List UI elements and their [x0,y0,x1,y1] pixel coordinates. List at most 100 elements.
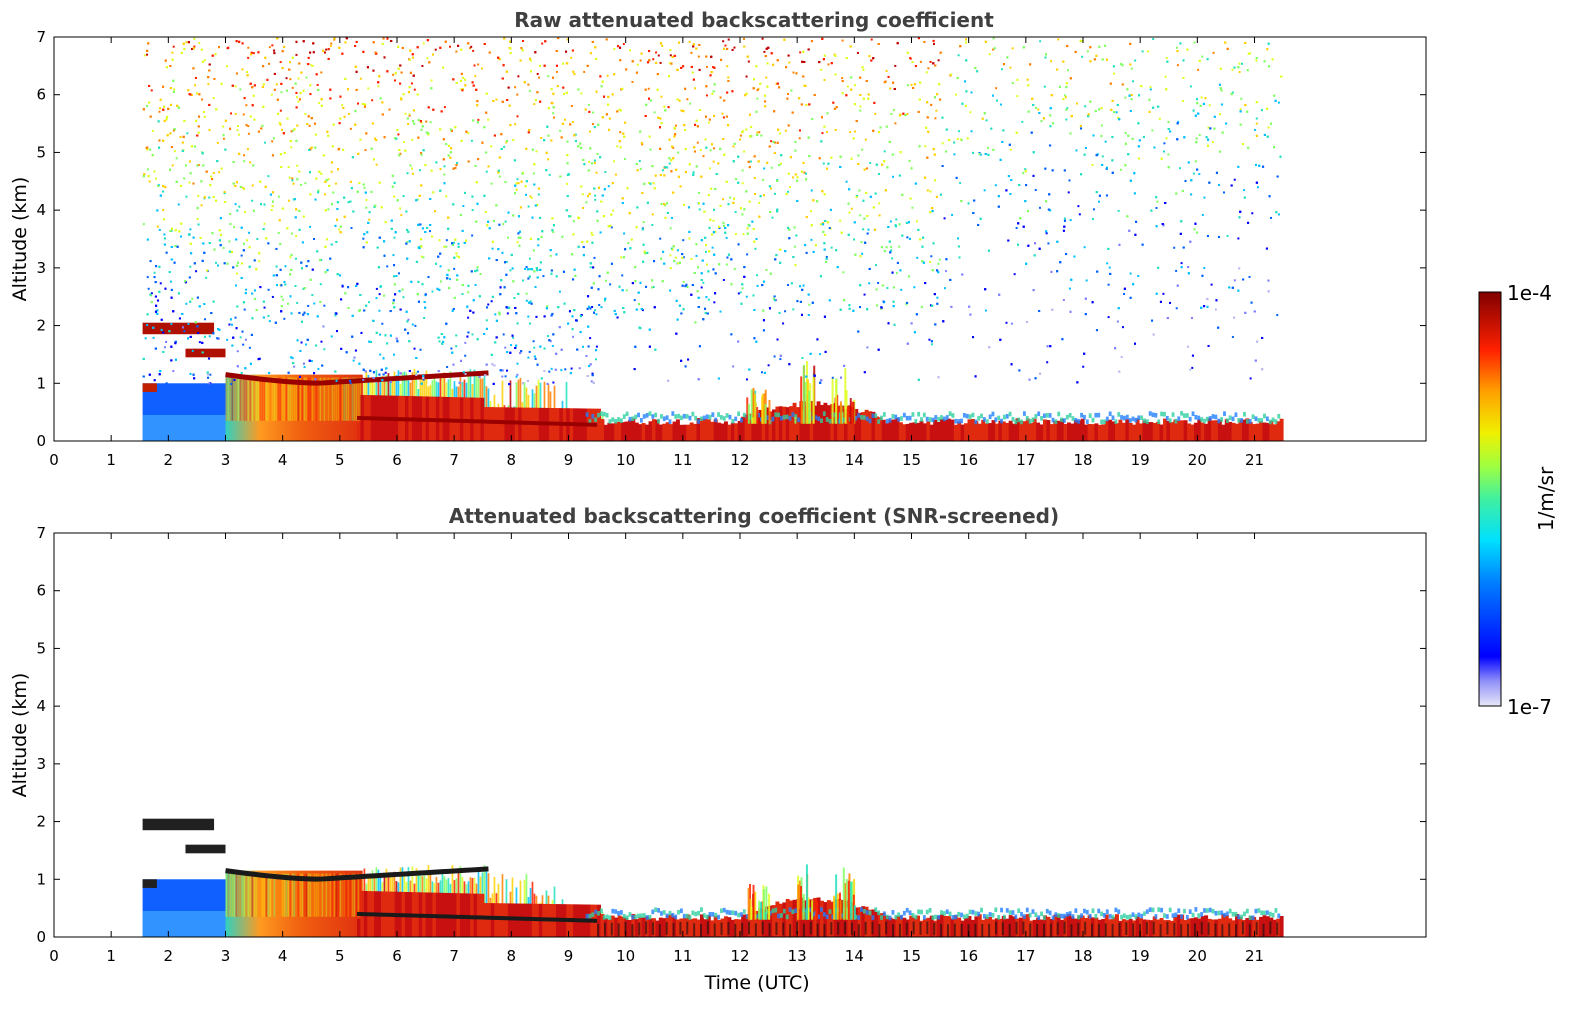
noise-dot [1151,129,1153,131]
noise-dot [765,77,767,79]
noise-dot [639,160,641,162]
noise-dot [1251,212,1253,214]
noise-dot [770,188,772,190]
noise-dot [192,350,194,352]
noise-dot [726,65,728,67]
noise-dot [507,312,509,314]
noise-dot [179,136,181,138]
noise-dot [502,223,504,225]
noise-dot [514,86,516,88]
noise-dot [486,171,488,173]
noise-dot [235,317,237,319]
bl-fringe [886,419,889,424]
noise-dot [762,38,764,40]
bl-fringe [1020,420,1023,425]
noise-dot [253,52,255,54]
bl-fringe [1134,418,1137,423]
noise-dot [1039,40,1041,42]
noise-dot [1239,71,1241,73]
bl-fringe [609,419,612,424]
noise-dot [368,219,370,221]
bl-fringe [969,414,972,419]
bl-fringe [1223,411,1226,416]
bl-fringe [677,414,680,419]
noise-dot [756,132,758,134]
noise-dot [551,368,553,370]
bl-cell [930,425,934,441]
bl-fringe [737,411,740,416]
bl-fringe [889,418,892,423]
noise-dot [867,229,869,231]
noise-dot [634,299,636,301]
bl-cell [717,423,721,441]
bl-fringe [729,415,732,420]
noise-dot [402,296,404,298]
bl-cell [923,423,927,441]
noise-dot [1035,189,1037,191]
noise-dot [470,46,472,48]
noise-dot [183,330,185,332]
noise-dot [788,61,790,63]
bl-cell [782,407,786,441]
noise-dot [538,194,540,196]
noise-dot [1086,279,1088,281]
bl-cell [1108,420,1112,441]
bl-fringe [1032,417,1035,422]
bl-cell [604,425,608,441]
bl-fringe [891,414,894,419]
noise-dot [173,88,175,90]
noise-dot [970,91,972,93]
bl-cell [1046,420,1050,441]
noise-dot [439,340,441,342]
bl-fringe [1029,419,1032,424]
bl-fringe [1243,412,1246,417]
streak [234,378,236,421]
noise-dot [149,294,151,296]
noise-dot [505,221,507,223]
bl-fringe [1094,413,1097,418]
noise-dot [1005,322,1007,324]
noise-dot [248,232,250,234]
noise-dot [323,348,325,350]
noise-dot [414,89,416,91]
noise-dot [564,368,566,370]
bl-cell [1221,425,1225,441]
noise-dot [928,339,930,341]
noise-dot [1012,82,1014,84]
noise-dot [295,54,297,56]
noise-dot [1142,50,1144,52]
noise-dot [1256,123,1258,125]
noise-dot [213,97,215,99]
noise-dot [708,299,710,301]
noise-dot [513,297,515,299]
noise-dot [414,325,416,327]
bl-fringe [1074,418,1077,423]
noise-dot [629,49,631,51]
noise-dot [1075,149,1077,151]
noise-dot [506,261,508,263]
noise-dot [735,233,737,235]
streak [246,378,248,421]
noise-dot [890,113,892,115]
bl-fringe [992,412,995,417]
bl-cell [638,424,642,441]
bl-fringe [977,416,980,421]
bl-fringe [1120,415,1123,420]
noise-dot [1105,141,1107,143]
bl-fringe [1012,417,1015,422]
noise-dot [235,203,237,205]
noise-dot [1221,90,1223,92]
noise-dot [247,47,249,49]
noise-dot [327,208,329,210]
noise-dot [719,311,721,313]
noise-dot [189,228,191,230]
noise-dot [209,374,211,376]
bl-fringe [740,418,743,423]
noise-dot [724,45,726,47]
noise-dot [242,68,244,70]
bl-fringe [906,416,909,421]
bl-cell [1142,420,1146,441]
noise-dot [446,239,448,241]
bl-cell [950,420,954,441]
bl-fringe [1197,416,1200,421]
